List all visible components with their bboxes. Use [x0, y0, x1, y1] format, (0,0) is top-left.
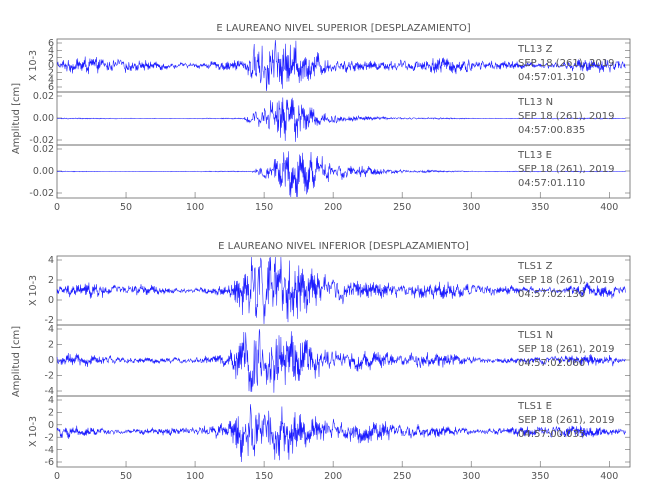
y-axis-label: Amplitud [cm] [11, 326, 22, 397]
y-tick-label: 0 [48, 420, 54, 431]
x-tick-label: 0 [54, 202, 60, 213]
record-time: 04:57:01.310 [518, 72, 585, 83]
record-date: SEP 18 (261), 2019 [518, 58, 614, 69]
record-time: 04:57:01.110 [518, 178, 585, 189]
x-tick-label: 300 [462, 471, 480, 482]
x-tick-label: 400 [600, 471, 618, 482]
y-tick-label: -2 [45, 315, 54, 326]
y-tick-label: 4 [48, 46, 54, 57]
x-tick-label: 100 [186, 202, 204, 213]
y-tick-label: 0 [48, 295, 54, 306]
station-component: TL13 Z [517, 44, 553, 55]
record-date: SEP 18 (261), 2019 [518, 344, 614, 355]
y-tick-label: 0.02 [33, 144, 54, 155]
record-date: SEP 18 (261), 2019 [518, 164, 614, 175]
y-tick-label: 0.02 [33, 91, 54, 102]
y-tick-label: 0 [48, 60, 54, 71]
x-tick-label: 200 [324, 202, 342, 213]
seismic-trace [56, 39, 626, 92]
x-tick-label: 350 [531, 202, 549, 213]
y-tick-label: 0.00 [33, 113, 54, 124]
y-tick-label: 2 [48, 53, 54, 64]
y-axis-label: Amplitud [cm] [11, 83, 22, 154]
seismic-trace [56, 97, 626, 142]
y-tick-label: 4 [48, 255, 54, 266]
y-tick-label: -0.02 [29, 188, 54, 199]
y-tick-label: -6 [45, 457, 54, 468]
y-tick-label: -4 [45, 386, 54, 397]
x-tick-label: 100 [186, 471, 204, 482]
x-tick-label: 200 [324, 471, 342, 482]
scale-label: X 10-3 [28, 275, 39, 306]
x-tick-label: 0 [54, 471, 60, 482]
station-component: TLS1 Z [517, 261, 553, 272]
y-tick-label: -2 [45, 371, 54, 382]
record-date: SEP 18 (261), 2019 [518, 275, 614, 286]
seismic-trace [56, 151, 626, 198]
x-tick-label: 300 [462, 202, 480, 213]
x-tick-label: 50 [120, 471, 132, 482]
station-component: TLS1 N [517, 330, 553, 341]
x-tick-label: 50 [120, 202, 132, 213]
record-time: 04:57:00.835 [518, 125, 585, 136]
station-component: TL13 E [517, 150, 552, 161]
x-tick-label: 250 [393, 471, 411, 482]
station-component: TLS1 E [517, 401, 552, 412]
record-date: SEP 18 (261), 2019 [518, 415, 614, 426]
y-tick-label: 4 [48, 75, 54, 86]
record-time: 04:57:00.035 [518, 429, 585, 440]
y-tick-label: -2 [45, 432, 54, 443]
station-component: TL13 N [517, 97, 553, 108]
scale-label: X 10-3 [28, 416, 39, 447]
record-time: 04:57:02.060 [518, 358, 585, 369]
y-tick-label: 4 [48, 395, 54, 406]
x-tick-label: 150 [255, 471, 273, 482]
x-tick-label: 400 [600, 202, 618, 213]
y-tick-label: 2 [48, 408, 54, 419]
record-date: SEP 18 (261), 2019 [518, 111, 614, 122]
x-tick-label: 350 [531, 471, 549, 482]
y-tick-label: 2 [48, 275, 54, 286]
y-tick-label: 4 [48, 324, 54, 335]
channel-frame [56, 395, 631, 468]
seismic-trace [56, 256, 626, 325]
x-tick-label: 150 [255, 202, 273, 213]
x-tick-label: 250 [393, 202, 411, 213]
y-tick-label: 2 [48, 68, 54, 79]
y-tick-label: 0 [48, 355, 54, 366]
y-tick-label: -4 [45, 445, 54, 456]
y-tick-label: 6 [48, 38, 54, 49]
panel-title: E LAUREANO NIVEL SUPERIOR [DESPLAZAMIENT… [216, 23, 470, 34]
y-tick-label: 6 [48, 82, 54, 93]
y-tick-label: 2 [48, 340, 54, 351]
seismic-trace [56, 404, 626, 463]
y-tick-label: -0.02 [29, 135, 54, 146]
scale-label: X 10-3 [28, 50, 39, 81]
seismic-trace [56, 329, 626, 393]
y-tick-label: 0.00 [33, 166, 54, 177]
panel-title: E LAUREANO NIVEL INFERIOR [DESPLAZAMIENT… [218, 241, 469, 252]
record-time: 04:57:02.130 [518, 289, 585, 300]
